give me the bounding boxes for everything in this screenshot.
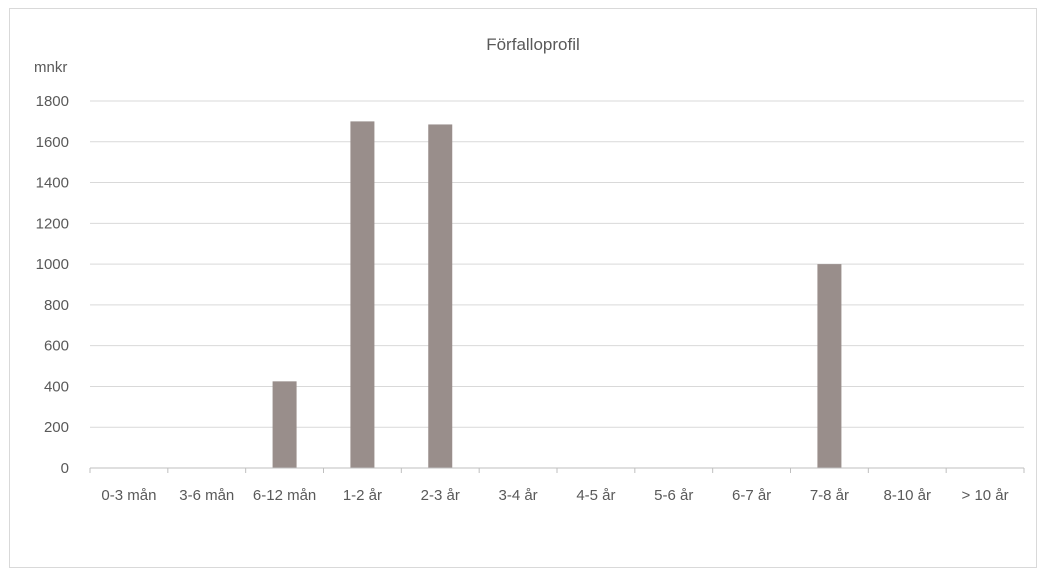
y-axis-ticks: 0 200 400 600 800 1000 1200 1400 1600 1800 [36,93,69,477]
bar [428,124,453,469]
x-tick-label: 6-7 år [732,487,771,504]
x-tick-label: 3-4 år [498,487,537,504]
x-tick-label: 0-3 mån [101,487,156,504]
y-tick-label: 1800 [36,93,69,110]
y-axis-unit-label: mnkr [34,59,67,76]
bar [272,381,297,468]
x-tick-label: 3-6 mån [179,487,234,504]
y-tick-label: 1400 [36,175,69,192]
x-tick-label: 6-12 mån [253,487,316,504]
x-tick-label: 5-6 år [654,487,693,504]
bar [817,264,842,468]
x-tick-label: > 10 år [962,487,1009,504]
gridlines [90,100,1024,428]
chart-title: Förfalloprofil [486,35,580,54]
y-tick-label: 200 [44,419,69,436]
x-tick-label: 1-2 år [343,487,382,504]
x-tick-label: 2-3 år [421,487,460,504]
bars [272,121,842,469]
x-axis-ticks: 0-3 mån 3-6 mån 6-12 mån 1-2 år 2-3 år 3-4 år… [89,468,1025,504]
y-tick-label: 600 [44,338,69,355]
y-tick-label: 1600 [36,134,69,151]
y-tick-label: 0 [61,460,69,477]
y-tick-label: 800 [44,297,69,314]
y-tick-label: 400 [44,378,69,395]
x-tick-label: 8-10 år [883,487,931,504]
x-tick-label: 4-5 år [576,487,615,504]
bar [350,121,375,468]
y-tick-label: 1200 [36,215,69,232]
y-tick-label: 1000 [36,256,69,273]
x-tick-label: 7-8 år [810,487,849,504]
